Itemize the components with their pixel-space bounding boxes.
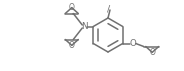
Text: O: O [149,48,155,57]
Text: /: / [107,4,111,13]
Text: O: O [69,41,75,50]
Text: O: O [129,39,136,48]
Text: N: N [81,22,88,31]
Text: O: O [69,3,75,12]
